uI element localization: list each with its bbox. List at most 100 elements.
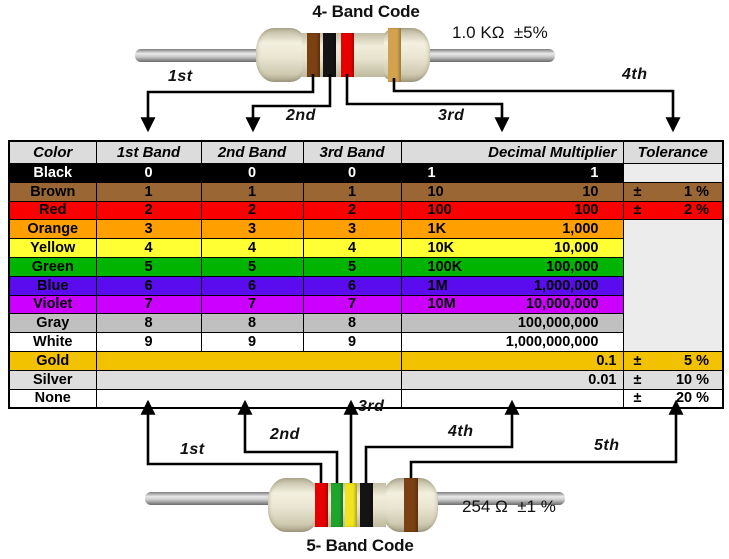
multiplier-full-value: 100,000,000 <box>517 315 599 332</box>
band3-digit-cell: 4 <box>302 238 402 258</box>
column-header-1st-band: 1st Band <box>95 140 202 164</box>
decimal-multiplier-cell: 0.1 <box>400 350 624 371</box>
decimal-multiplier-cell: 10 10 <box>400 181 624 202</box>
multiplier-full-value: 10,000,000 <box>525 296 599 313</box>
arrow-label-bottom-5th: 5th <box>594 437 620 454</box>
four-band-code-title: 4- Band Code <box>312 2 420 21</box>
table-row-white: White 9 9 9 1,000,000,000 <box>8 332 723 352</box>
band1-digit-cell: 1 <box>95 181 202 202</box>
band3-digit-cell: 8 <box>302 313 402 334</box>
table-header-row: Color 1st Band 2nd Band 3rd Band Decimal Mul… <box>8 140 724 164</box>
bands-merged-cell <box>95 369 402 390</box>
decimal-multiplier-cell: 100,000,000 <box>400 313 624 334</box>
decimal-multiplier-cell: 100 100 <box>400 200 624 221</box>
color-name-cell: None <box>8 388 97 409</box>
band1-digit-cell: 2 <box>95 200 202 221</box>
multiplier-full-value: 1,000,000 <box>533 277 599 294</box>
band3-digit-cell: 6 <box>302 275 402 296</box>
band2-digit-cell: 0 <box>200 163 304 183</box>
table-row-red: Red 2 2 2 100 100 ±2 % <box>8 200 724 221</box>
table-row-blue: Blue 6 6 6 1M 1,000,000 <box>8 275 723 296</box>
tolerance-cell: ±2 % <box>622 200 724 221</box>
multiplier-full-value: 100 <box>574 202 599 219</box>
band2-digit-cell: 3 <box>200 219 304 240</box>
five-band-resistor-value: 254 Ω ±1 % <box>462 497 556 516</box>
band1-digit-cell: 8 <box>95 313 202 334</box>
tolerance-cell: ±20 % <box>622 388 724 409</box>
table-row-violet: Violet 7 7 7 10M 10,000,000 <box>8 294 723 315</box>
color-name-cell: Silver <box>8 369 97 390</box>
decimal-multiplier-cell: 0.01 <box>400 369 624 390</box>
band1-digit-cell: 5 <box>95 256 202 277</box>
band1-digit-cell: 9 <box>95 332 202 352</box>
tolerance-value: 5 % <box>684 352 709 369</box>
resistor-body-left-cap <box>268 478 320 532</box>
band2-digit-cell: 2 <box>200 200 304 221</box>
color-name-cell: Blue <box>8 275 97 296</box>
band-1st-brown <box>307 33 320 77</box>
tolerance-sign: ± <box>633 371 642 388</box>
band-4th-gold <box>388 28 401 82</box>
multiplier-shorthand: 10M <box>427 296 456 313</box>
tolerance-value: 10 % <box>675 371 709 388</box>
table-row-black: Black 0 0 0 1 1 <box>8 163 724 183</box>
band3-digit-cell: 7 <box>302 294 402 315</box>
decimal-multiplier-cell: 10M 10,000,000 <box>400 294 624 315</box>
color-name-cell: Gold <box>8 350 97 371</box>
tolerance-cell: ±1 % <box>622 181 724 202</box>
tolerance-empty-merged-cell <box>622 219 724 352</box>
multiplier-full-value: 1,000,000,000 <box>505 334 599 351</box>
resistor-body-left-cap <box>256 28 308 82</box>
band-5th-brown <box>404 478 418 532</box>
resistor-body-right-cap <box>378 28 430 82</box>
multiplier-full-value: 100,000 <box>546 258 599 275</box>
band3-digit-cell: 3 <box>302 219 402 240</box>
column-header-decimal-multiplier: Decimal Multiplier <box>400 140 624 164</box>
band2-digit-cell: 5 <box>200 256 304 277</box>
arrow-bottom-4th <box>364 399 520 483</box>
color-code-table: Color 1st Band 2nd Band 3rd Band Decimal Mul… <box>8 140 724 410</box>
multiplier-shorthand: 100K <box>427 258 463 275</box>
tolerance-sign: ± <box>633 352 642 369</box>
tolerance-value: 2 % <box>684 202 709 219</box>
multiplier-shorthand: 1M <box>427 277 448 294</box>
table-row-yellow: Yellow 4 4 4 10K 10,000 <box>8 238 723 258</box>
multiplier-shorthand: 1 <box>427 164 436 181</box>
decimal-multiplier-cell <box>400 388 624 409</box>
color-name-cell: Green <box>8 256 97 277</box>
arrow-label-bottom-2nd: 2nd <box>270 426 300 443</box>
band1-digit-cell: 7 <box>95 294 202 315</box>
table-row-green: Green 5 5 5 100K 100,000 <box>8 256 723 277</box>
arrow-label-top-2nd: 2nd <box>286 107 316 124</box>
tolerance-value: 20 % <box>675 390 709 407</box>
decimal-multiplier-cell: 1,000,000,000 <box>400 332 624 352</box>
band-3rd-yellow <box>345 483 357 527</box>
band1-digit-cell: 0 <box>95 163 202 183</box>
multiplier-shorthand: 10 <box>427 183 444 200</box>
multiplier-shorthand: 100 <box>427 202 452 219</box>
arrow-label-bottom-3rd: 3rd <box>358 398 385 415</box>
bands-merged-cell <box>95 350 402 371</box>
band3-digit-cell: 2 <box>302 200 402 221</box>
tolerance-empty-cell <box>622 163 724 183</box>
column-header-color: Color <box>8 140 97 164</box>
multiplier-full-value: 0.1 <box>596 352 617 369</box>
band2-digit-cell: 1 <box>200 181 304 202</box>
five-band-code-title: 5- Band Code <box>306 536 414 555</box>
color-name-cell: Gray <box>8 313 97 334</box>
band3-digit-cell: 5 <box>302 256 402 277</box>
tolerance-sign: ± <box>633 202 642 219</box>
multiplier-shorthand: 1K <box>427 221 447 238</box>
color-name-cell: Yellow <box>8 238 97 258</box>
band-3rd-red <box>341 33 354 77</box>
color-name-cell: Brown <box>8 181 97 202</box>
band-1st-red <box>315 483 328 527</box>
multiplier-full-value: 10 <box>582 183 599 200</box>
color-name-cell: Violet <box>8 294 97 315</box>
band3-digit-cell: 1 <box>302 181 402 202</box>
bands-merged-cell <box>95 388 402 409</box>
band3-digit-cell: 9 <box>302 332 402 352</box>
color-name-cell: Orange <box>8 219 97 240</box>
